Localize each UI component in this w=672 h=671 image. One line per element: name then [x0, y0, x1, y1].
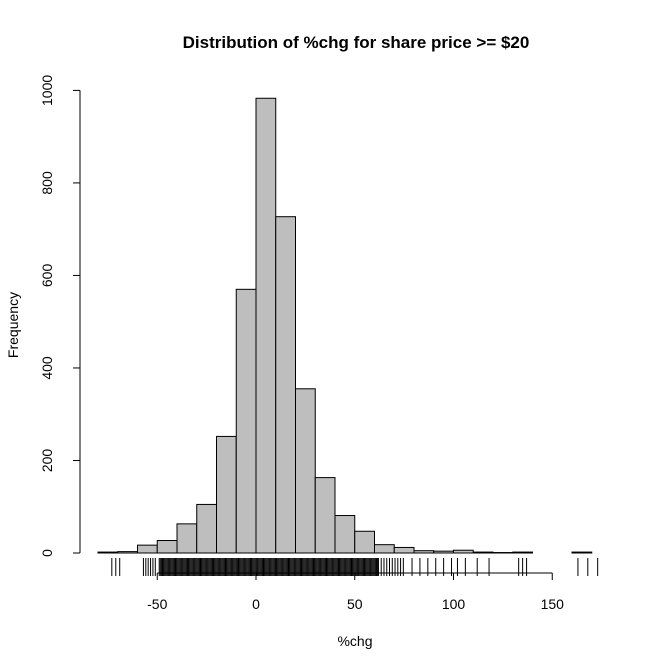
- histogram-bar: [156, 540, 178, 554]
- histogram-bar: [453, 549, 474, 554]
- x-tick-label: 0: [252, 596, 260, 612]
- y-tick-label: 0: [39, 549, 55, 557]
- histogram-bar: [512, 551, 533, 554]
- histogram-bar: [354, 530, 375, 554]
- histogram-bar: [413, 550, 435, 554]
- histogram-bar: [97, 551, 119, 554]
- bars-group: [97, 97, 593, 554]
- x-tick-label: 100: [442, 596, 466, 612]
- histogram-bar: [295, 388, 316, 554]
- histogram-bar: [176, 523, 198, 554]
- y-axis-label: Frequency: [5, 292, 21, 358]
- histogram-bar: [117, 551, 138, 554]
- histogram-bar: [137, 544, 158, 554]
- y-tick-label: 200: [39, 449, 55, 473]
- histogram-bar: [235, 288, 257, 554]
- x-tick-label: 150: [541, 596, 565, 612]
- x-tick-label: -50: [147, 596, 167, 612]
- y-tick-label: 600: [39, 264, 55, 288]
- histogram-bar: [275, 216, 296, 554]
- y-tick-label: 800: [39, 171, 55, 195]
- histogram-bar: [472, 551, 494, 554]
- chart-title: Distribution of %chg for share price >= …: [183, 33, 530, 52]
- x-axis: -50 0 50 100 150: [147, 572, 565, 612]
- y-tick-label: 1000: [39, 75, 55, 106]
- histogram-bar: [393, 546, 415, 554]
- y-tick-label: 400: [39, 356, 55, 380]
- histogram-bar: [374, 544, 395, 554]
- histogram-bar: [216, 435, 237, 554]
- histogram-bar: [196, 503, 217, 554]
- histogram-bar: [314, 477, 336, 554]
- x-tick-label: 50: [347, 596, 363, 612]
- histogram-bar: [334, 515, 356, 554]
- y-axis: 0 200 400 600 800 1000: [39, 75, 81, 557]
- histogram-bar: [571, 551, 593, 554]
- histogram-bar: [255, 97, 277, 554]
- x-axis-label: %chg: [337, 633, 372, 649]
- histogram-bar: [433, 550, 454, 554]
